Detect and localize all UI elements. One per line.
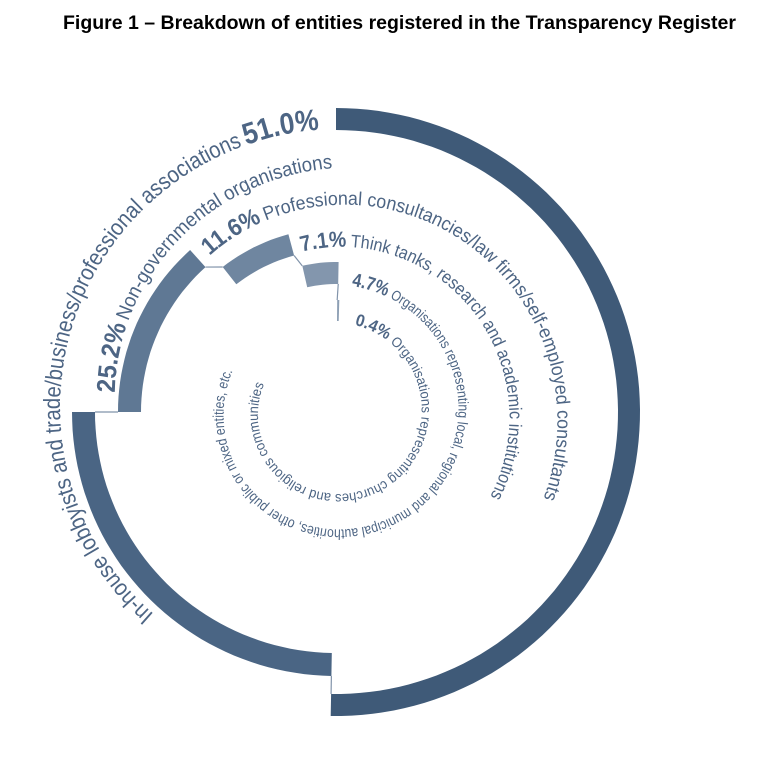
bars-group xyxy=(72,108,640,716)
value-label-in-house: 51.0% xyxy=(238,104,320,152)
bar-segment-3 xyxy=(222,234,295,285)
bar-segment-1 xyxy=(72,412,332,676)
connector-line xyxy=(336,283,339,301)
bar-segment-5 xyxy=(337,300,340,321)
connector-line xyxy=(293,255,303,267)
figure-title: Figure 1 – Breakdown of entities registe… xyxy=(63,12,736,34)
bar-segment-2 xyxy=(118,250,206,412)
label-churches: 0.4% Organisations representing churches… xyxy=(245,310,435,507)
value-label-local-authorities: 4.7% xyxy=(351,270,393,301)
value-label-think-tanks: 7.1% xyxy=(297,227,346,257)
bar-segment-4 xyxy=(302,262,339,288)
